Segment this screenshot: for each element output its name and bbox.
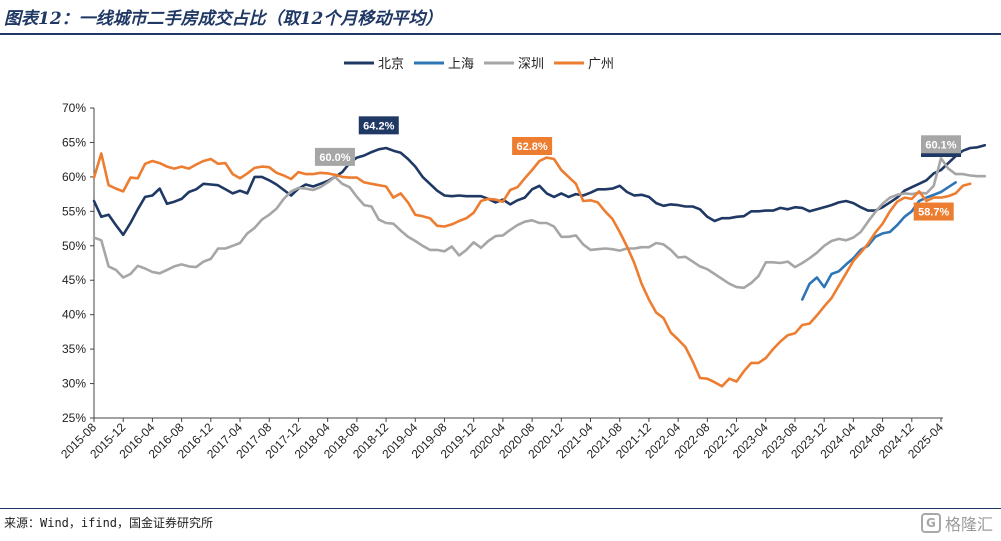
series-line-shanghai	[800, 181, 957, 301]
legend-label-shenzhen: 深圳	[518, 57, 544, 72]
footer-divider	[0, 508, 1001, 509]
callout-box-guangzhou	[512, 137, 553, 155]
legend-label-guangzhou: 广州	[588, 57, 614, 72]
callout-label-beijing: 64.2%	[363, 120, 394, 132]
callout-label-shenzhen: 60.0%	[319, 152, 350, 164]
y-tick-label: 55%	[62, 204, 86, 218]
title-divider	[0, 33, 1001, 35]
callout-label-guangzhou: 62.8%	[517, 141, 548, 153]
callout-box-beijing	[358, 116, 399, 135]
watermark-text: 格隆汇	[944, 515, 993, 534]
y-tick-label: 25%	[62, 411, 86, 425]
y-tick-label: 65%	[62, 135, 86, 149]
legend-label-shanghai: 上海	[448, 57, 474, 72]
callout-label-shenzhen: 60.1%	[925, 139, 956, 151]
series-line-beijing	[92, 143, 987, 237]
y-tick-label: 30%	[62, 377, 86, 391]
y-tick-label: 70%	[62, 101, 86, 115]
line-chart: 25%30%35%40%45%50%55%60%65%70%2015-08201…	[58, 57, 987, 461]
series-line-guangzhou	[92, 152, 972, 388]
y-tick-label: 40%	[62, 308, 86, 322]
callout-box-shenzhen	[921, 135, 961, 154]
callout-label-guangzhou: 58.7%	[918, 207, 949, 219]
callout-box-shenzhen	[314, 147, 355, 166]
watermark: G 格隆汇	[920, 511, 993, 535]
y-tick-label: 60%	[62, 170, 86, 184]
y-tick-label: 35%	[62, 342, 86, 356]
callout-box-guangzhou	[913, 202, 954, 221]
legend-label-beijing: 北京	[378, 57, 404, 72]
chart-title: 图表12：一线城市二手房成交占比（取12个月移动平均）	[4, 9, 443, 29]
series-line-shenzhen	[92, 157, 987, 290]
y-tick-label: 45%	[62, 273, 86, 287]
y-tick-label: 50%	[62, 239, 86, 253]
source-note: 来源：Wind，ifind，国金证券研究所	[4, 516, 214, 530]
watermark-logo-icon: G	[920, 513, 941, 533]
